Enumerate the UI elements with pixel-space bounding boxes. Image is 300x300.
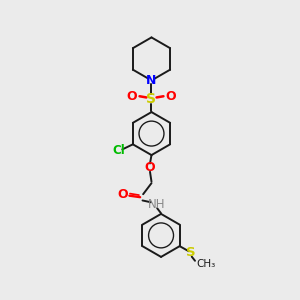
Text: Cl: Cl	[112, 144, 125, 157]
Text: O: O	[127, 90, 137, 103]
Text: N: N	[146, 74, 157, 87]
Text: O: O	[118, 188, 128, 201]
Text: NH: NH	[148, 197, 165, 211]
Text: S: S	[186, 246, 196, 259]
Text: O: O	[145, 161, 155, 174]
Text: S: S	[146, 92, 157, 106]
Text: CH₃: CH₃	[197, 259, 216, 269]
Text: O: O	[166, 90, 176, 103]
